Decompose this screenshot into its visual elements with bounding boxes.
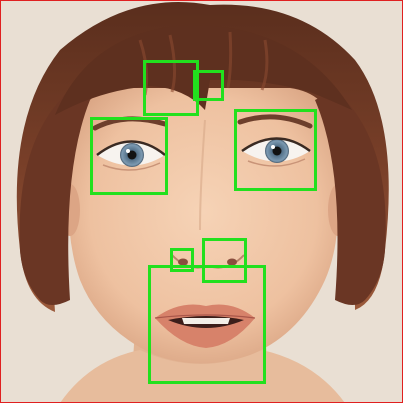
annotation-box-left-nostril xyxy=(170,248,194,272)
annotation-box-left-eye xyxy=(234,109,317,191)
annotation-box-nose-tip xyxy=(202,238,247,283)
annotation-box-left-brow xyxy=(143,60,199,116)
right-eye xyxy=(241,137,311,167)
right-nostril xyxy=(227,258,237,266)
mouth xyxy=(154,304,256,348)
annotation-box-right-eye xyxy=(90,117,168,195)
left-eye xyxy=(96,140,166,171)
nose-bridge xyxy=(199,119,206,231)
annotation-box-mouth xyxy=(148,265,266,384)
hair-right-side xyxy=(315,90,386,305)
annotation-box-glabella-small xyxy=(193,70,224,101)
hair-bangs-strands xyxy=(138,31,269,96)
shoulders xyxy=(60,350,345,403)
hair-left-side xyxy=(19,90,90,305)
right-eyebrow xyxy=(237,114,313,129)
left-nostril xyxy=(178,258,188,266)
